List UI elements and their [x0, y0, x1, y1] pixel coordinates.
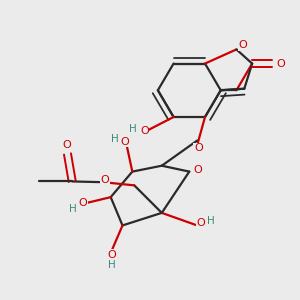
- Text: O: O: [197, 218, 206, 228]
- Text: O: O: [121, 137, 130, 147]
- Text: O: O: [107, 250, 116, 260]
- Text: O: O: [194, 165, 202, 175]
- Text: H: H: [111, 134, 119, 144]
- Text: O: O: [79, 198, 88, 208]
- Text: H: H: [207, 216, 214, 226]
- Text: O: O: [276, 58, 285, 69]
- Text: O: O: [194, 143, 203, 153]
- Text: O: O: [62, 140, 71, 150]
- Text: O: O: [140, 126, 149, 136]
- Text: O: O: [238, 40, 247, 50]
- Text: H: H: [108, 260, 116, 270]
- Text: O: O: [100, 175, 109, 185]
- Text: H: H: [69, 204, 76, 214]
- Text: H: H: [129, 124, 136, 134]
